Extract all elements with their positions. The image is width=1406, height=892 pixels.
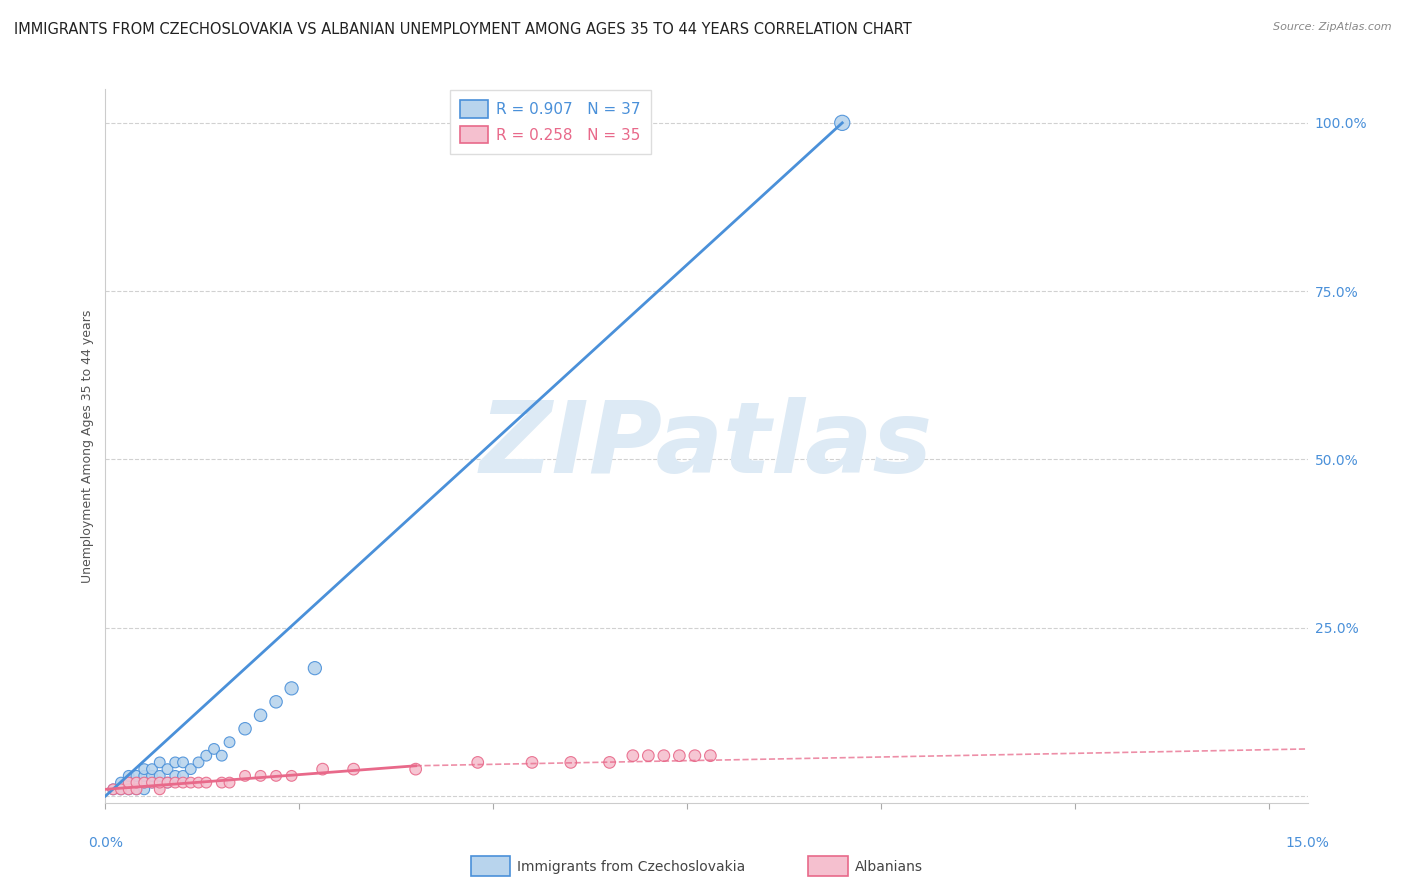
Point: [172, 769, 194, 783]
Point: [218, 735, 240, 749]
Text: IMMIGRANTS FROM CZECHOSLOVAKIA VS ALBANIAN UNEMPLOYMENT AMONG AGES 35 TO 44 YEAR: IMMIGRANTS FROM CZECHOSLOVAKIA VS ALBANI…: [14, 22, 912, 37]
Point: [134, 782, 156, 797]
Point: [211, 775, 233, 789]
Text: 0.0%: 0.0%: [89, 836, 122, 850]
Point: [195, 775, 218, 789]
Point: [110, 775, 132, 789]
Point: [141, 775, 163, 789]
Text: Albanians: Albanians: [855, 860, 922, 874]
Point: [621, 748, 644, 763]
Point: [134, 762, 156, 776]
Point: [172, 775, 194, 789]
Point: [110, 782, 132, 797]
Point: [149, 775, 172, 789]
Point: [103, 782, 125, 797]
Point: [195, 748, 218, 763]
Point: [149, 782, 172, 797]
Point: [233, 769, 256, 783]
Point: [264, 695, 287, 709]
Point: [560, 756, 582, 770]
Text: ZIPatlas: ZIPatlas: [479, 398, 934, 494]
Point: [149, 756, 172, 770]
Point: [652, 748, 675, 763]
Point: [149, 769, 172, 783]
Point: [249, 708, 271, 723]
Point: [211, 748, 233, 763]
Point: [304, 661, 326, 675]
Point: [172, 756, 194, 770]
Point: [110, 782, 132, 797]
Point: [343, 762, 366, 776]
Point: [118, 775, 141, 789]
Point: [699, 748, 721, 763]
Point: [668, 748, 690, 763]
Point: [118, 769, 141, 783]
Y-axis label: Unemployment Among Ages 35 to 44 years: Unemployment Among Ages 35 to 44 years: [82, 310, 94, 582]
Point: [125, 775, 148, 789]
Point: [202, 742, 225, 756]
Point: [520, 756, 543, 770]
Point: [165, 775, 187, 789]
Text: Immigrants from Czechoslovakia: Immigrants from Czechoslovakia: [517, 860, 745, 874]
Point: [311, 762, 333, 776]
Point: [141, 769, 163, 783]
Point: [218, 775, 240, 789]
Point: [249, 769, 271, 783]
Text: 15.0%: 15.0%: [1285, 836, 1330, 850]
Point: [156, 775, 179, 789]
Point: [141, 775, 163, 789]
Point: [405, 762, 427, 776]
Point: [831, 116, 853, 130]
Legend: R = 0.907   N = 37, R = 0.258   N = 35: R = 0.907 N = 37, R = 0.258 N = 35: [450, 90, 651, 154]
Point: [165, 769, 187, 783]
Point: [637, 748, 659, 763]
Point: [134, 769, 156, 783]
Point: [125, 769, 148, 783]
Point: [118, 782, 141, 797]
Point: [125, 782, 148, 797]
Point: [134, 775, 156, 789]
Point: [156, 775, 179, 789]
Point: [180, 762, 202, 776]
Point: [187, 756, 209, 770]
Point: [141, 762, 163, 776]
Point: [165, 756, 187, 770]
Point: [599, 756, 621, 770]
Point: [118, 782, 141, 797]
Point: [103, 782, 125, 797]
Point: [134, 775, 156, 789]
Point: [233, 722, 256, 736]
Point: [118, 775, 141, 789]
Point: [683, 748, 706, 763]
Point: [125, 775, 148, 789]
Point: [264, 769, 287, 783]
Point: [280, 769, 302, 783]
Point: [125, 782, 148, 797]
Point: [180, 775, 202, 789]
Point: [280, 681, 302, 696]
Text: Source: ZipAtlas.com: Source: ZipAtlas.com: [1274, 22, 1392, 32]
Point: [156, 762, 179, 776]
Point: [149, 775, 172, 789]
Point: [467, 756, 489, 770]
Point: [187, 775, 209, 789]
